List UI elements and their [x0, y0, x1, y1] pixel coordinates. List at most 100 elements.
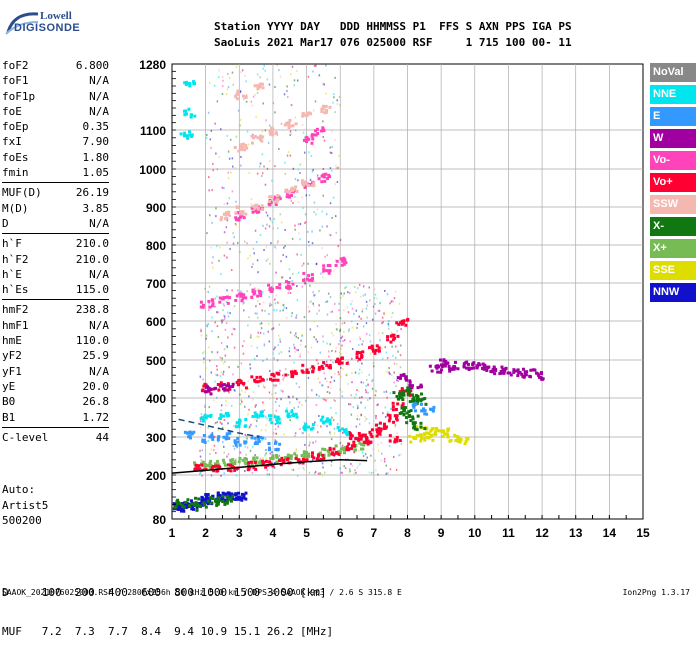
noise-dot: [277, 240, 279, 243]
echo-point: [344, 446, 348, 450]
noise-dot: [254, 287, 256, 290]
noise-dot: [395, 385, 397, 388]
echo-point: [322, 264, 326, 268]
noise-dot: [337, 371, 340, 374]
noise-dot: [266, 167, 269, 170]
echo-point: [211, 435, 215, 439]
noise-dot: [372, 362, 375, 365]
echo-point: [179, 509, 183, 513]
echo-point: [344, 428, 348, 432]
echo-point: [500, 371, 504, 375]
echo-point: [536, 372, 540, 376]
noise-dot: [209, 82, 211, 85]
noise-dot: [268, 473, 271, 476]
noise-dot: [226, 202, 229, 205]
echo-point: [313, 133, 317, 137]
echo-point: [285, 409, 289, 413]
noise-dot: [200, 330, 202, 333]
echo-point: [433, 430, 437, 434]
echo-point: [361, 350, 365, 354]
noise-dot: [397, 379, 400, 382]
echo-point: [200, 389, 204, 393]
noise-dot: [293, 361, 295, 364]
echo-point: [231, 494, 235, 498]
echo-point: [275, 460, 279, 464]
noise-dot: [234, 222, 237, 225]
noise-dot: [339, 328, 342, 331]
noise-dot: [300, 253, 302, 256]
echo-point: [476, 364, 480, 368]
echo-point: [311, 423, 315, 427]
echo-point: [307, 278, 311, 282]
noise-dot: [340, 337, 342, 340]
noise-dot: [227, 422, 229, 425]
echo-point: [225, 432, 229, 436]
echo-point: [328, 105, 332, 109]
noise-dot: [269, 302, 271, 305]
noise-dot: [287, 151, 290, 154]
noise-dot: [333, 432, 336, 435]
noise-dot: [336, 181, 339, 184]
noise-dot: [265, 259, 268, 262]
echo-point: [392, 391, 396, 395]
echo-point: [239, 496, 243, 500]
echo-point: [395, 418, 399, 422]
noise-dot: [347, 330, 350, 333]
noise-dot: [278, 323, 281, 326]
noise-dot: [296, 398, 298, 401]
noise-dot: [261, 439, 263, 442]
noise-dot: [396, 379, 398, 382]
echo-point: [323, 447, 327, 451]
noise-dot: [292, 468, 295, 471]
noise-dot: [368, 286, 370, 289]
noise-dot: [223, 231, 226, 234]
param-value: 1.05: [82, 166, 110, 180]
noise-dot: [358, 423, 361, 426]
param-row-yf2: yF2 25.9: [2, 348, 109, 363]
echo-point: [320, 364, 324, 368]
y-tick-label: 300: [146, 431, 166, 445]
noise-dot: [313, 294, 315, 297]
noise-dot: [329, 343, 332, 346]
noise-dot: [325, 300, 327, 303]
echo-point: [446, 429, 450, 433]
noise-dot: [278, 147, 280, 150]
noise-dot: [338, 351, 341, 354]
noise-dot: [205, 334, 207, 337]
echo-point: [185, 134, 189, 138]
noise-dot: [293, 450, 296, 453]
noise-dot: [343, 309, 345, 312]
echo-point: [305, 135, 309, 139]
noise-dot: [247, 257, 249, 260]
noise-dot: [264, 386, 266, 389]
echo-point: [407, 410, 411, 414]
noise-dot: [294, 129, 297, 132]
echo-point: [419, 439, 423, 443]
noise-dot: [271, 393, 273, 396]
noise-dot: [244, 433, 247, 436]
echo-point: [201, 419, 205, 423]
noise-dot: [264, 449, 267, 452]
echo-point: [389, 340, 393, 344]
param-label: fmin: [2, 166, 29, 180]
echo-point: [196, 503, 200, 507]
echo-point: [288, 414, 292, 418]
echo-point: [253, 411, 257, 415]
noise-dot: [220, 371, 222, 374]
echo-point: [440, 365, 444, 369]
noise-dot: [227, 298, 229, 301]
param-row-yf1: yF1 N/A: [2, 364, 109, 379]
noise-dot: [315, 338, 317, 341]
echo-point: [326, 449, 330, 453]
noise-dot: [207, 291, 210, 294]
echo-point: [433, 432, 437, 436]
echo-point: [229, 499, 233, 503]
noise-dot: [246, 130, 249, 133]
echo-point: [302, 183, 306, 187]
noise-dot: [264, 437, 267, 440]
noise-dot: [331, 216, 333, 219]
echo-point: [325, 417, 329, 421]
noise-dot: [211, 189, 213, 192]
echo-point: [506, 371, 510, 375]
echo-point: [328, 175, 332, 179]
